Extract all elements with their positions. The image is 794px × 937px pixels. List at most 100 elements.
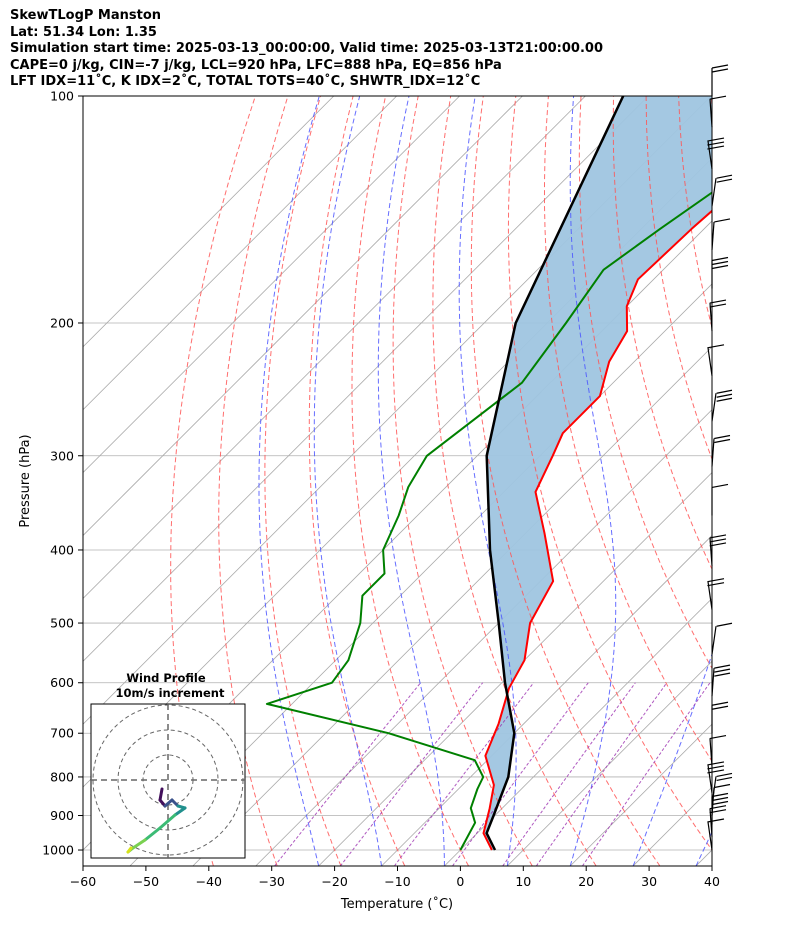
barb-flag [709, 534, 727, 539]
isotherm-line [507, 660, 712, 866]
barb-flag [711, 68, 729, 73]
barb-flag [716, 397, 733, 402]
barb-flag [709, 734, 727, 740]
barb-flag [714, 664, 731, 669]
barb-flag [716, 772, 733, 778]
barb-flag [707, 761, 725, 766]
hodograph-segment [126, 846, 133, 854]
barb-staff [707, 140, 713, 170]
sounding-profiles [265, 96, 712, 851]
hodograph-segment [158, 787, 164, 802]
barb-flag [707, 344, 725, 349]
barb-staff [707, 347, 713, 376]
isotherm-line [83, 96, 649, 662]
barb-flag [711, 800, 729, 806]
simulation-times: Simulation start time: 2025-03-13_00:00:… [10, 41, 603, 56]
barb-flag [714, 434, 731, 440]
barb-staff [707, 764, 713, 794]
moist-adiabat [632, 652, 712, 866]
dry-adiabat [170, 96, 256, 866]
mixing-ratio-line [274, 682, 421, 866]
mixing-ratio-line [535, 682, 668, 866]
x-tick-label: −10 [384, 874, 410, 889]
y-axis-label: Pressure (hPa) [18, 434, 33, 527]
wind-barb [709, 95, 727, 128]
wind-barb [709, 534, 727, 566]
barb-flag [711, 264, 729, 270]
dry-adiabat [744, 96, 794, 866]
isotherm-line [83, 96, 335, 348]
moist-adiabat [377, 96, 445, 866]
isotherm-line [83, 96, 523, 537]
barb-flag [709, 538, 727, 543]
inset-title: Wind Profile [126, 671, 206, 685]
wind-profile-inset: Wind Profile 10m/s increment [90, 671, 246, 859]
barb-flag [707, 145, 725, 150]
barb-flag [714, 438, 731, 444]
barb-staff [709, 808, 713, 837]
barb-staff [709, 99, 713, 128]
barb-staff [711, 438, 715, 467]
barb-staff [711, 668, 715, 697]
isotherm-line [83, 96, 586, 599]
dry-adiabat [710, 96, 712, 113]
dry-adiabat [392, 96, 533, 866]
dry-adiabat [351, 96, 470, 866]
chart-header: SkewTLogP Manston Lat: 51.34 Lon: 1.35 S… [10, 8, 603, 91]
x-tick-label: −30 [259, 874, 285, 889]
barb-staff [707, 581, 713, 610]
y-tick-label: 300 [50, 448, 74, 463]
temperature-line [482, 209, 712, 851]
barb-flag [714, 668, 731, 673]
barb-staff [711, 776, 717, 805]
parcel-line [485, 96, 625, 851]
x-axis-label: Temperature (˚C) [340, 896, 453, 912]
x-tick-label: −60 [70, 874, 96, 889]
barb-flag [714, 218, 731, 223]
y-tick-label: 700 [50, 726, 74, 741]
dry-adiabat [544, 96, 712, 763]
isotherm-line [318, 472, 712, 866]
wind-barb [711, 256, 729, 289]
isotherm-line [444, 597, 712, 866]
wind-barb [711, 389, 733, 422]
barb-flag [716, 174, 733, 179]
barb-flag [709, 303, 727, 308]
barb-flag [709, 95, 727, 100]
wind-barb [711, 772, 733, 805]
barb-flag [711, 792, 729, 798]
barb-flag [716, 622, 733, 627]
wind-barb [711, 701, 729, 734]
wind-barbs [707, 64, 733, 851]
x-tick-label: 40 [704, 874, 720, 889]
barb-flag [707, 141, 725, 146]
y-tick-label: 800 [50, 769, 74, 784]
x-tick-label: 0 [456, 874, 464, 889]
cape-indices: CAPE=0 j/kg, CIN=-7 j/kg, LCL=920 hPa, L… [10, 57, 502, 73]
x-tick-label: −50 [133, 874, 159, 889]
barb-flag [707, 578, 725, 583]
y-tick-label: 900 [50, 808, 74, 823]
mixing-ratio-line [452, 682, 589, 866]
barb-flag [711, 256, 729, 262]
station-title: SkewTLogP Manston [10, 8, 162, 23]
isotherm-line [192, 346, 712, 866]
barb-flag [707, 818, 725, 823]
barb-flag [707, 137, 725, 142]
dry-adiabat [218, 96, 289, 866]
dry-adiabat [507, 96, 712, 851]
wind-barb [711, 622, 733, 655]
y-tick-label: 600 [50, 675, 74, 690]
wind-barb [707, 818, 725, 851]
barb-flag [711, 260, 729, 266]
x-tick-label: 30 [641, 874, 657, 889]
dry-adiabat [308, 96, 406, 866]
wind-barb [711, 174, 733, 207]
mixing-ratio-line [502, 682, 636, 866]
y-tick-label: 1000 [42, 843, 74, 858]
axes: −60 −50 −40 −30 −20 −10 0 10 20 30 40 1000 900 800 700… [42, 89, 720, 890]
station-coordinates: Lat: 51.34 Lon: 1.35 [10, 24, 157, 40]
dry-adiabat [470, 96, 661, 866]
wind-barb [711, 218, 731, 250]
